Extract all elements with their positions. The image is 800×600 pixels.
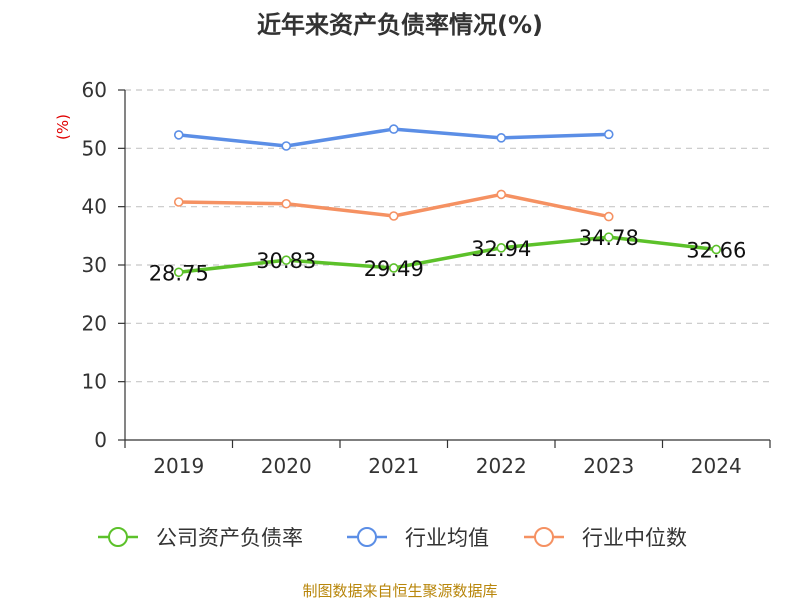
legend-marker xyxy=(108,527,128,547)
data-point xyxy=(603,211,614,222)
data-point xyxy=(173,197,184,207)
data-label: 30.83 xyxy=(256,249,316,273)
x-tick-label: 2019 xyxy=(153,454,204,478)
data-point xyxy=(173,130,184,140)
x-tick-label: 2020 xyxy=(261,454,312,478)
x-tick-label: 2024 xyxy=(691,454,742,478)
data-label: 34.78 xyxy=(579,226,639,250)
y-tick-label: 20 xyxy=(82,311,107,335)
data-point xyxy=(281,255,292,265)
y-tick-label: 50 xyxy=(82,136,107,160)
y-tick-label: 30 xyxy=(82,253,107,277)
data-labels: 28.75 30.83 29.49 32.94 34.78 32.66 xyxy=(149,226,747,285)
data-point xyxy=(603,232,614,242)
data-point xyxy=(281,198,292,209)
legend-marker xyxy=(534,527,554,547)
data-point xyxy=(388,124,399,134)
data-point xyxy=(281,141,292,151)
y-tick-label: 0 xyxy=(94,428,107,452)
data-point xyxy=(496,189,507,200)
legend-label: 行业中位数 xyxy=(582,526,687,550)
y-axis-label: (%) xyxy=(54,114,72,140)
data-point xyxy=(173,267,184,278)
y-tick-label: 40 xyxy=(82,195,107,219)
data-label: 29.49 xyxy=(364,257,424,281)
data-label: 32.94 xyxy=(471,237,531,261)
data-point xyxy=(496,133,507,143)
y-tick-label: 10 xyxy=(82,370,107,394)
series-line-0 xyxy=(178,235,717,275)
data-point xyxy=(388,263,399,273)
data-point xyxy=(603,129,614,140)
x-tick-label: 2022 xyxy=(476,454,527,478)
tick-labels: 0 10 20 30 40 50 60 2019 2020 2021 2022 2023 2024 xyxy=(82,78,742,478)
data-label: 28.75 xyxy=(149,261,209,285)
y-tick-label: 60 xyxy=(82,78,107,102)
legend-label: 公司资产负债率 xyxy=(156,526,303,550)
axes xyxy=(118,89,771,448)
x-tick-label: 2023 xyxy=(583,454,634,478)
data-point xyxy=(388,211,399,221)
data-label: 32.66 xyxy=(686,238,746,262)
chart-title: 近年来资产负债率情况(%) xyxy=(257,11,543,39)
legend: 公司资产负债率 行业均值 行业中位数 xyxy=(98,526,687,550)
legend-marker xyxy=(357,527,377,547)
legend-label: 行业均值 xyxy=(405,526,489,550)
data-point xyxy=(496,243,507,253)
data-point xyxy=(711,244,722,255)
x-tick-label: 2021 xyxy=(368,454,419,478)
source-note: 制图数据来自恒生聚源数据库 xyxy=(302,582,497,600)
series-lines xyxy=(173,124,722,278)
